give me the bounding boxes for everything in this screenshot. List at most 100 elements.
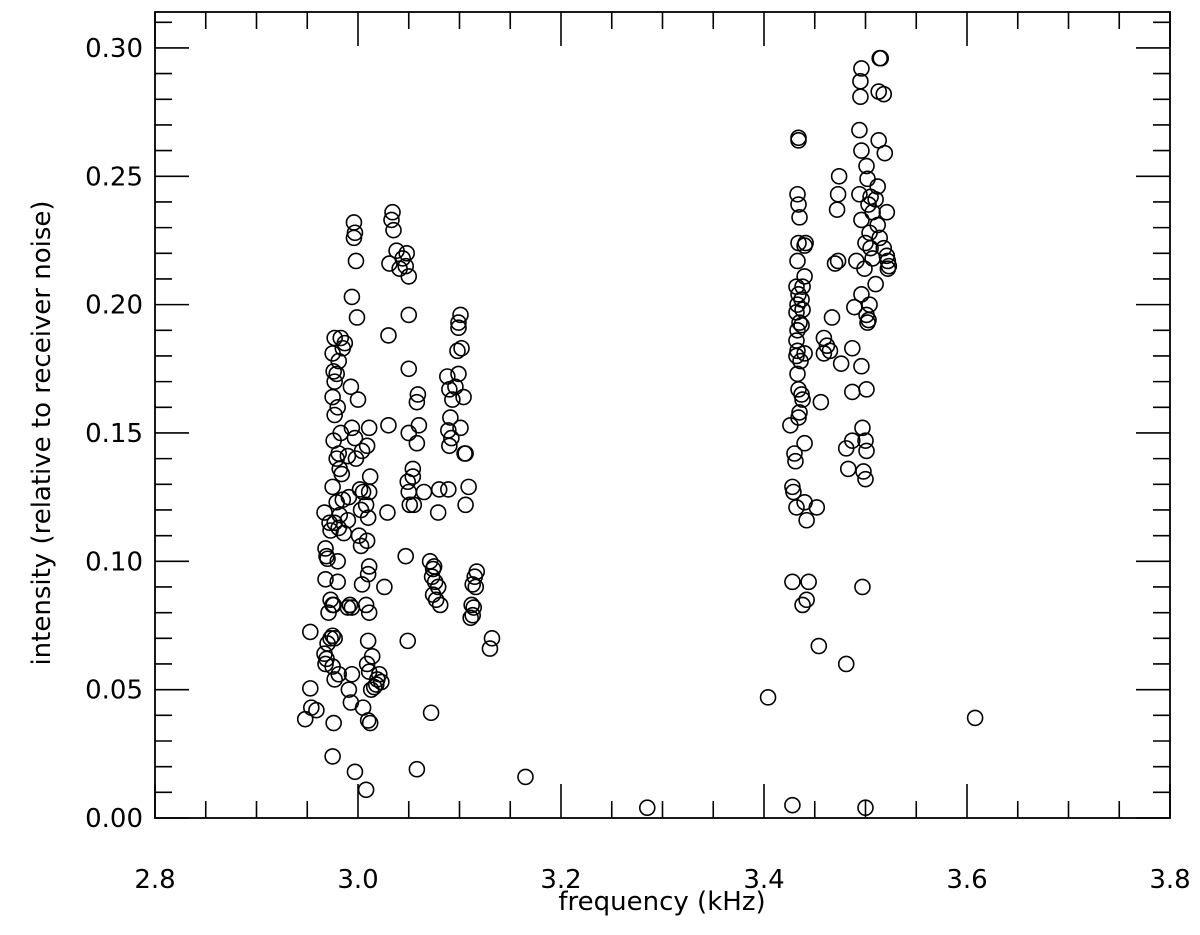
point	[354, 483, 372, 501]
point	[408, 434, 426, 452]
point	[325, 363, 342, 380]
point	[330, 445, 348, 462]
point	[380, 416, 397, 434]
point	[788, 499, 805, 516]
point	[837, 440, 855, 457]
point	[324, 627, 341, 645]
point	[348, 309, 366, 326]
point	[465, 599, 483, 616]
point	[450, 365, 467, 383]
point	[812, 393, 830, 411]
point	[324, 748, 341, 765]
point	[332, 329, 350, 347]
point	[440, 481, 457, 498]
y-tick-label: 0.20	[85, 291, 143, 321]
point	[796, 345, 813, 362]
point	[324, 388, 341, 406]
point	[786, 445, 803, 462]
point	[343, 288, 361, 306]
point	[832, 355, 850, 372]
point	[408, 393, 426, 411]
point	[879, 260, 897, 277]
point	[857, 470, 874, 488]
point	[317, 540, 334, 557]
point	[336, 334, 354, 352]
point	[798, 591, 815, 609]
point	[325, 714, 342, 732]
point	[851, 185, 868, 203]
point	[352, 537, 370, 555]
point	[450, 314, 467, 331]
plot-frame	[154, 11, 1171, 819]
point	[810, 637, 828, 655]
point	[397, 257, 415, 275]
point	[450, 319, 467, 337]
point	[794, 391, 811, 408]
point	[329, 553, 347, 570]
point	[398, 244, 416, 262]
x-tick-label: 3.0	[337, 865, 378, 895]
point	[385, 221, 402, 239]
point	[853, 286, 870, 303]
point	[361, 714, 379, 732]
point	[869, 216, 886, 234]
point	[464, 576, 481, 593]
point	[858, 381, 875, 398]
point	[358, 532, 376, 550]
point	[791, 209, 808, 226]
point	[790, 132, 807, 149]
point	[332, 424, 350, 442]
point	[331, 460, 349, 478]
point	[869, 178, 886, 195]
point	[858, 442, 875, 460]
point	[790, 196, 807, 213]
point	[467, 578, 485, 596]
point	[796, 434, 813, 452]
point	[792, 352, 809, 370]
point	[324, 478, 341, 496]
point	[359, 712, 377, 729]
point	[345, 214, 363, 231]
point	[359, 509, 377, 526]
point	[430, 481, 448, 498]
y-tick-label: 0.00	[85, 804, 143, 834]
point	[791, 314, 808, 331]
point	[383, 211, 400, 229]
point	[789, 252, 806, 270]
point	[384, 203, 401, 221]
point	[346, 429, 364, 447]
x-tick-label: 3.8	[1149, 865, 1190, 895]
point	[457, 445, 474, 462]
point	[856, 260, 873, 277]
point	[360, 558, 378, 575]
point	[399, 632, 417, 650]
point	[867, 275, 884, 293]
point	[444, 391, 461, 408]
point	[439, 368, 456, 385]
point	[787, 452, 804, 470]
point	[857, 234, 874, 252]
point	[851, 121, 868, 139]
point	[844, 383, 861, 401]
point	[404, 460, 422, 478]
point	[357, 781, 375, 799]
point	[410, 416, 428, 434]
point	[359, 565, 377, 583]
point	[823, 309, 841, 326]
point	[789, 185, 806, 203]
point	[844, 339, 861, 357]
point	[400, 360, 418, 378]
point	[829, 185, 847, 203]
point	[517, 768, 534, 786]
point	[784, 573, 801, 591]
point	[339, 447, 357, 465]
point	[394, 250, 411, 267]
point	[875, 85, 893, 103]
point	[447, 378, 464, 396]
y-tick-label: 0.25	[85, 162, 143, 192]
point	[481, 640, 499, 657]
point	[339, 511, 357, 529]
point	[789, 296, 806, 313]
point	[427, 591, 445, 609]
